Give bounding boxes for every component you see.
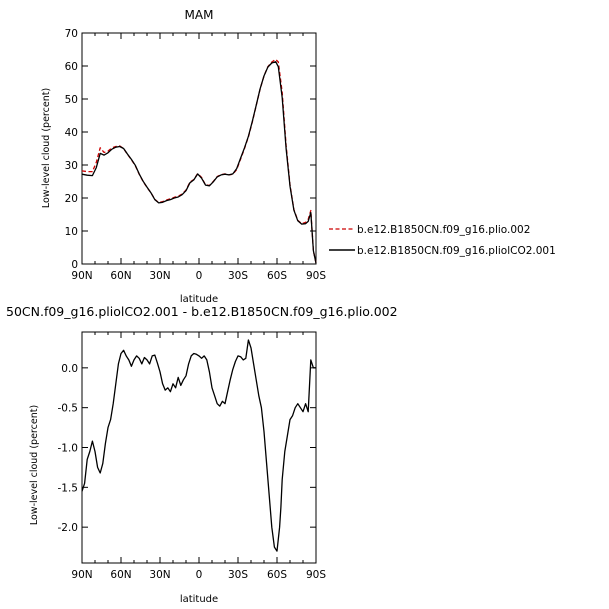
bottom-ytick-label: 0.0 [61,363,78,375]
top-ytick-label: 50 [65,94,78,106]
top-ytick-label: 10 [65,226,78,238]
bottom-xtick-label: 60N [110,569,131,581]
bottom-plot-area: 90N 60N 30N 0 30S 60S 90S 0.0 -0.5 -1.0 -1.5 -2.0 [58,331,326,581]
legend-label-series-1: b.e12.B1850CN.f09_g16.plio.002 [357,224,530,236]
top-xtick-label: 30N [149,270,170,282]
bottom-xtick-label: 0 [196,569,203,581]
top-xtick-label: 60S [267,270,287,282]
top-frame [81,32,317,265]
top-xtick-label: 60N [110,270,131,282]
top-ytick-label: 30 [65,160,78,172]
bottom-ytick-label: -2.0 [58,522,79,534]
bottom-ytick-label: -1.5 [58,482,79,494]
bottom-frame [81,331,317,564]
bottom-xtick-label: 60S [267,569,287,581]
top-ytick-label: 40 [65,127,78,139]
top-ylabel: Low-level cloud (percent) [41,88,52,208]
bottom-series-line-1 [81,339,316,552]
top-ytick-label: 20 [65,193,78,205]
bottom-xtick-label: 30N [149,569,170,581]
top-xtick-label: 90N [71,270,92,282]
top-xlabel: latitude [180,294,218,305]
bottom-ylabel: Low-level cloud (percent) [29,405,40,525]
bottom-ytick-label: -0.5 [58,403,79,415]
top-xtick-label: 0 [196,270,203,282]
bottom-xlabel: latitude [180,594,218,605]
bottom-xtick-label: 90S [306,569,326,581]
top-title: MAM [185,8,214,22]
bottom-xtick-label: 90N [71,569,92,581]
top-series-line-2 [81,61,317,264]
top-panel: MAM Low-level cloud (percent) latitude 9… [41,8,556,305]
top-plot-area: 90N 60N 30N 0 30S 60S 90S 0 10 20 30 40 50 60 70 [65,28,327,282]
bottom-title: 50CN.f09_g16.pliolCO2.001 - b.e12.B1850C… [6,304,398,319]
top-ytick-label: 0 [71,259,78,271]
top-ytick-label: 60 [65,61,78,73]
legend-label-series-2: b.e12.B1850CN.f09_g16.pliolCO2.001 [357,245,556,257]
bottom-xtick-label: 30S [228,569,248,581]
bottom-panel: 50CN.f09_g16.pliolCO2.001 - b.e12.B1850C… [6,304,398,605]
bottom-ytick-label: -1.0 [58,443,79,455]
top-xtick-label: 30S [228,270,248,282]
top-ytick-label: 70 [65,28,78,40]
top-xtick-label: 90S [306,270,326,282]
legend: b.e12.B1850CN.f09_g16.plio.002 b.e12.B18… [329,224,556,257]
